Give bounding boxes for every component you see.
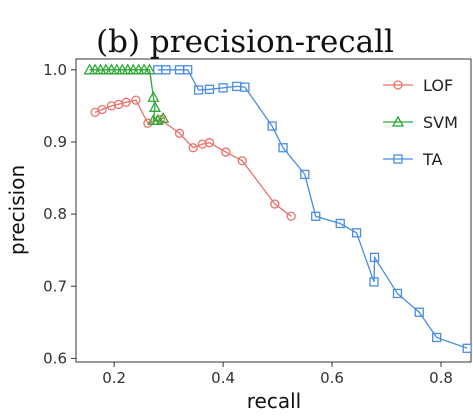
ta-point: [218, 83, 228, 93]
y-tick-label: 0.8: [43, 205, 67, 223]
ta-point: [369, 252, 380, 263]
x-axis-label: recall: [247, 389, 301, 413]
lof-point: [106, 101, 117, 111]
ta-point: [267, 121, 277, 131]
lof-point: [188, 143, 198, 153]
lof-point: [131, 95, 141, 105]
x-tick-label: 0.2: [102, 369, 126, 387]
svm-point: [151, 113, 164, 125]
lof-point: [204, 138, 215, 148]
ta-point: [351, 228, 362, 238]
data-series: [83, 63, 472, 353]
lof-point: [121, 97, 131, 107]
legend-svm-marker: [391, 115, 405, 127]
ta-point: [335, 218, 345, 229]
y-tick-label: 0.9: [43, 133, 67, 151]
ta-point: [193, 85, 204, 95]
ta-point: [432, 332, 442, 343]
lof-point: [270, 199, 280, 209]
lof-point: [143, 118, 153, 128]
legend-lof-label: LOF: [423, 76, 453, 95]
x-tick-label: 0.4: [211, 369, 235, 387]
plot-area-frame: [75, 58, 472, 363]
ta-point: [369, 277, 379, 287]
ta-point: [300, 169, 310, 180]
lof-point: [97, 104, 107, 115]
chart-title: (b) precision-recall: [96, 24, 394, 60]
ta-point: [278, 143, 288, 153]
legend-lof-marker: [393, 80, 403, 90]
ta-point: [183, 65, 193, 75]
series-ta: [153, 65, 472, 353]
lof-point: [197, 139, 208, 149]
ta-point: [161, 65, 171, 75]
y-tick-label: 0.6: [43, 349, 67, 367]
x-tick-label: 0.8: [429, 369, 453, 387]
svm-point: [157, 111, 170, 123]
svm-point: [143, 63, 156, 75]
ta-point: [204, 84, 215, 94]
y-axis-label: precision: [5, 165, 29, 255]
ta-point: [240, 82, 250, 92]
axis-ticks: 0.2 0.4 0.6 0.8 0.6 0.7 0.8 0.9 1.0: [43, 61, 453, 387]
ta-line: [157, 69, 468, 349]
legend-svm-label: SVM: [423, 113, 458, 132]
series-lof: [90, 95, 296, 221]
lof-point: [286, 211, 296, 221]
series-svm: [83, 63, 170, 125]
lof-point: [237, 156, 247, 166]
ta-point: [311, 211, 321, 221]
ta-point: [414, 307, 424, 317]
lof-line: [94, 99, 292, 217]
legend-ta-label: TA: [422, 150, 443, 169]
svm-point: [148, 100, 162, 112]
ta-point: [462, 343, 472, 353]
svm-point: [147, 90, 160, 102]
legend-ta-marker: [393, 154, 403, 164]
x-tick-label: 0.6: [320, 369, 344, 387]
lof-point: [221, 147, 231, 157]
legend: LOF SVM TA: [383, 76, 458, 169]
lof-point: [174, 128, 185, 138]
y-tick-label: 0.7: [43, 277, 67, 295]
ta-point: [392, 288, 403, 299]
y-tick-label: 1.0: [43, 61, 67, 79]
